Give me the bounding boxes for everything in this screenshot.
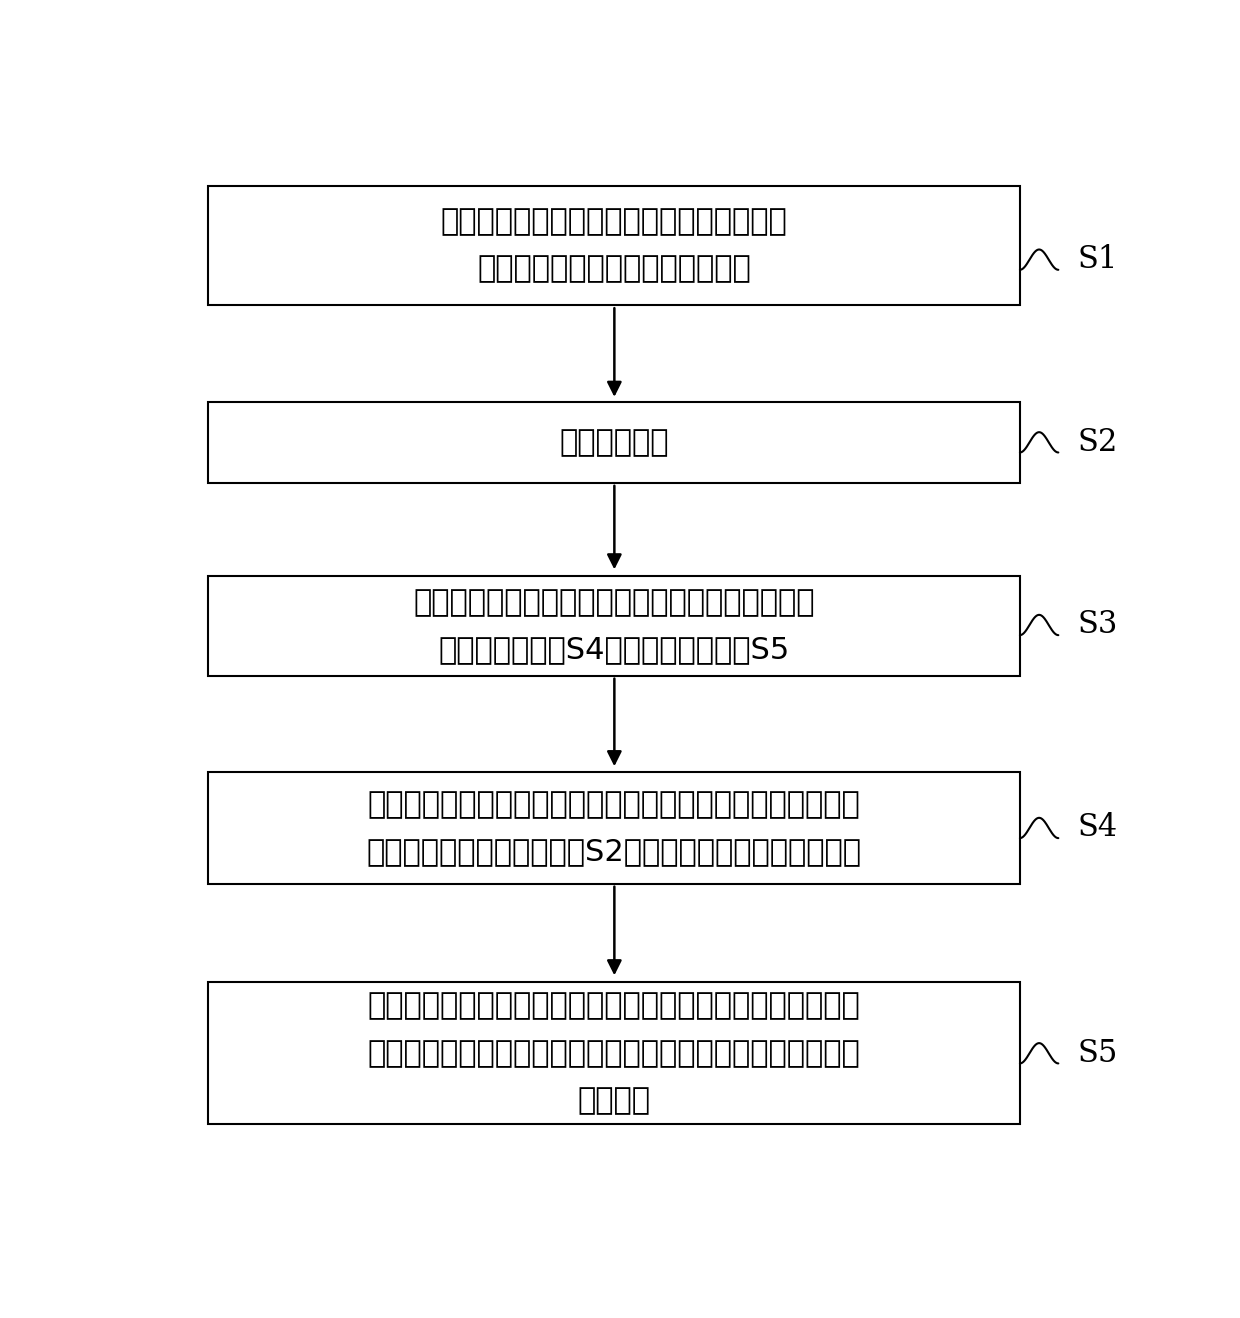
Bar	[208, 772, 1019, 884]
Bar	[208, 402, 1019, 482]
Text: 判断当前着色子图的参数是否能够调整，若是，则调整当前着
色子图的参数，再转入步骤S2；若否，则逻辑信道分配失败: 判断当前着色子图的参数是否能够调整，若是，则调整当前着 色子图的参数，再转入步骤…	[366, 789, 862, 866]
Text: 对剩余的着色子图进行着色，若所有着色子图的着色成功，则
逻辑信道分配成功；若有一个着色子图着色失败，则逻辑信道
分配失败: 对剩余的着色子图进行着色，若所有着色子图的着色成功，则 逻辑信道分配成功；若有一…	[367, 991, 861, 1115]
Text: S3: S3	[1078, 609, 1118, 641]
Bar	[208, 982, 1019, 1124]
Text: 对当前着色子图进行着色，并判断着色是否成功；
若否，转入步骤S4；若是，转入步骤S5: 对当前着色子图进行着色，并判断着色是否成功； 若否，转入步骤S4；若是，转入步骤…	[413, 588, 815, 664]
Text: S5: S5	[1078, 1037, 1118, 1069]
Text: S1: S1	[1078, 244, 1118, 275]
Text: S2: S2	[1078, 427, 1118, 457]
Text: S4: S4	[1078, 812, 1117, 844]
Text: 将数字多媒体无线广播中采用跳频传输时的
逻辑信道分配问题建模为着色问题: 将数字多媒体无线广播中采用跳频传输时的 逻辑信道分配问题建模为着色问题	[440, 207, 787, 283]
Bar	[208, 576, 1019, 676]
Text: 构建着色子图: 构建着色子图	[559, 428, 668, 457]
Bar	[208, 186, 1019, 306]
